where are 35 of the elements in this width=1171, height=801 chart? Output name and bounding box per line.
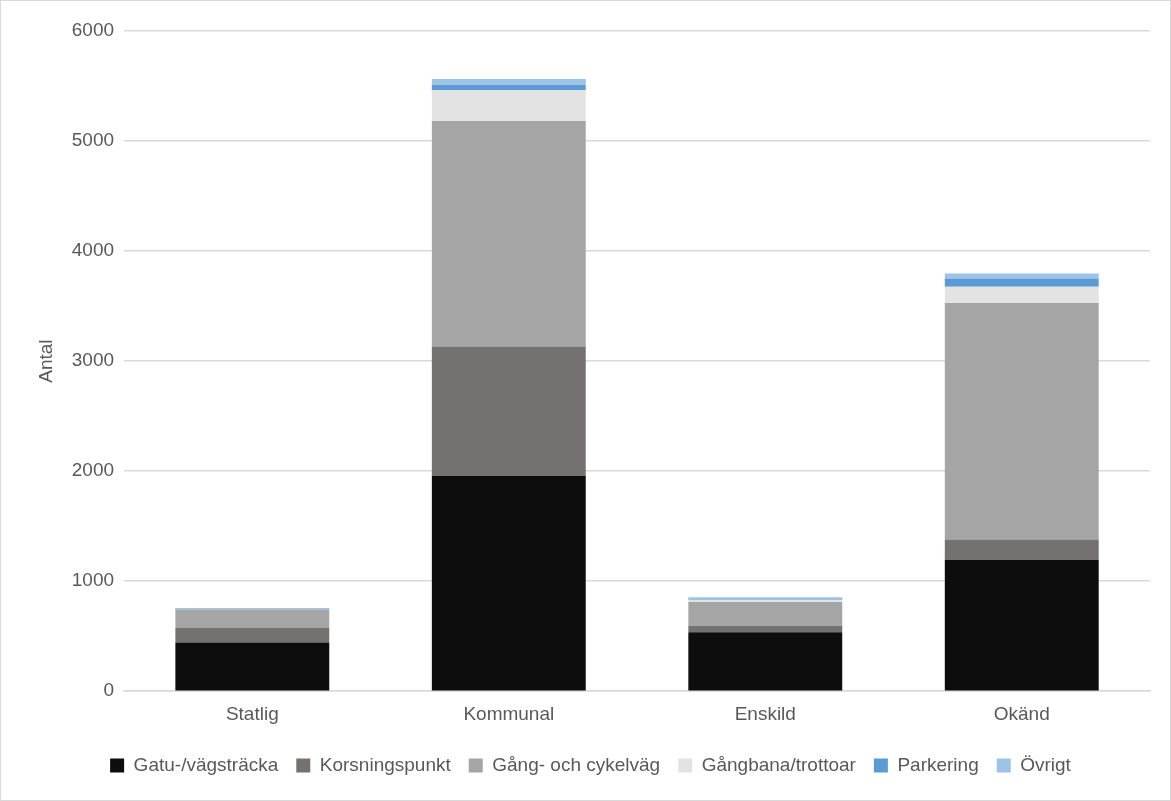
bar	[944, 286, 1099, 304]
bar	[944, 278, 1099, 287]
bar	[431, 79, 586, 85]
bar	[688, 601, 843, 626]
bar	[944, 559, 1099, 691]
bar	[431, 475, 586, 691]
y-axis-title: Antal	[34, 339, 56, 383]
bar	[175, 627, 330, 643]
bar	[944, 539, 1099, 560]
y-tick-label: 3000	[71, 349, 115, 371]
bar	[688, 625, 843, 633]
y-tick-label: 1000	[71, 569, 115, 591]
legend-label: Gångbana/trottoar	[701, 753, 857, 775]
y-tick-label: 5000	[71, 129, 115, 151]
legend-label: Gatu-/vägsträcka	[133, 753, 279, 775]
legend-label: Parkering	[897, 753, 979, 775]
x-tick-label: Enskild	[734, 702, 796, 724]
bar	[431, 84, 586, 91]
bar	[431, 121, 586, 347]
bar	[175, 609, 330, 628]
x-tick-label: Okänd	[993, 702, 1050, 724]
bar	[431, 90, 586, 122]
bar	[175, 642, 330, 691]
bar	[944, 303, 1099, 540]
bar	[688, 632, 843, 691]
y-tick-label: 0	[103, 679, 115, 701]
legend-label: Gång- och cykelväg	[492, 753, 661, 775]
bar	[431, 346, 586, 476]
legend-label: Korsningspunkt	[319, 753, 452, 775]
y-tick-label: 2000	[71, 459, 115, 481]
y-tick-label: 4000	[71, 239, 115, 261]
legend-label: Övrigt	[1020, 753, 1072, 775]
x-tick-label: Kommunal	[463, 702, 555, 724]
x-tick-label: Statlig	[225, 702, 279, 724]
y-tick-label: 6000	[71, 19, 115, 41]
